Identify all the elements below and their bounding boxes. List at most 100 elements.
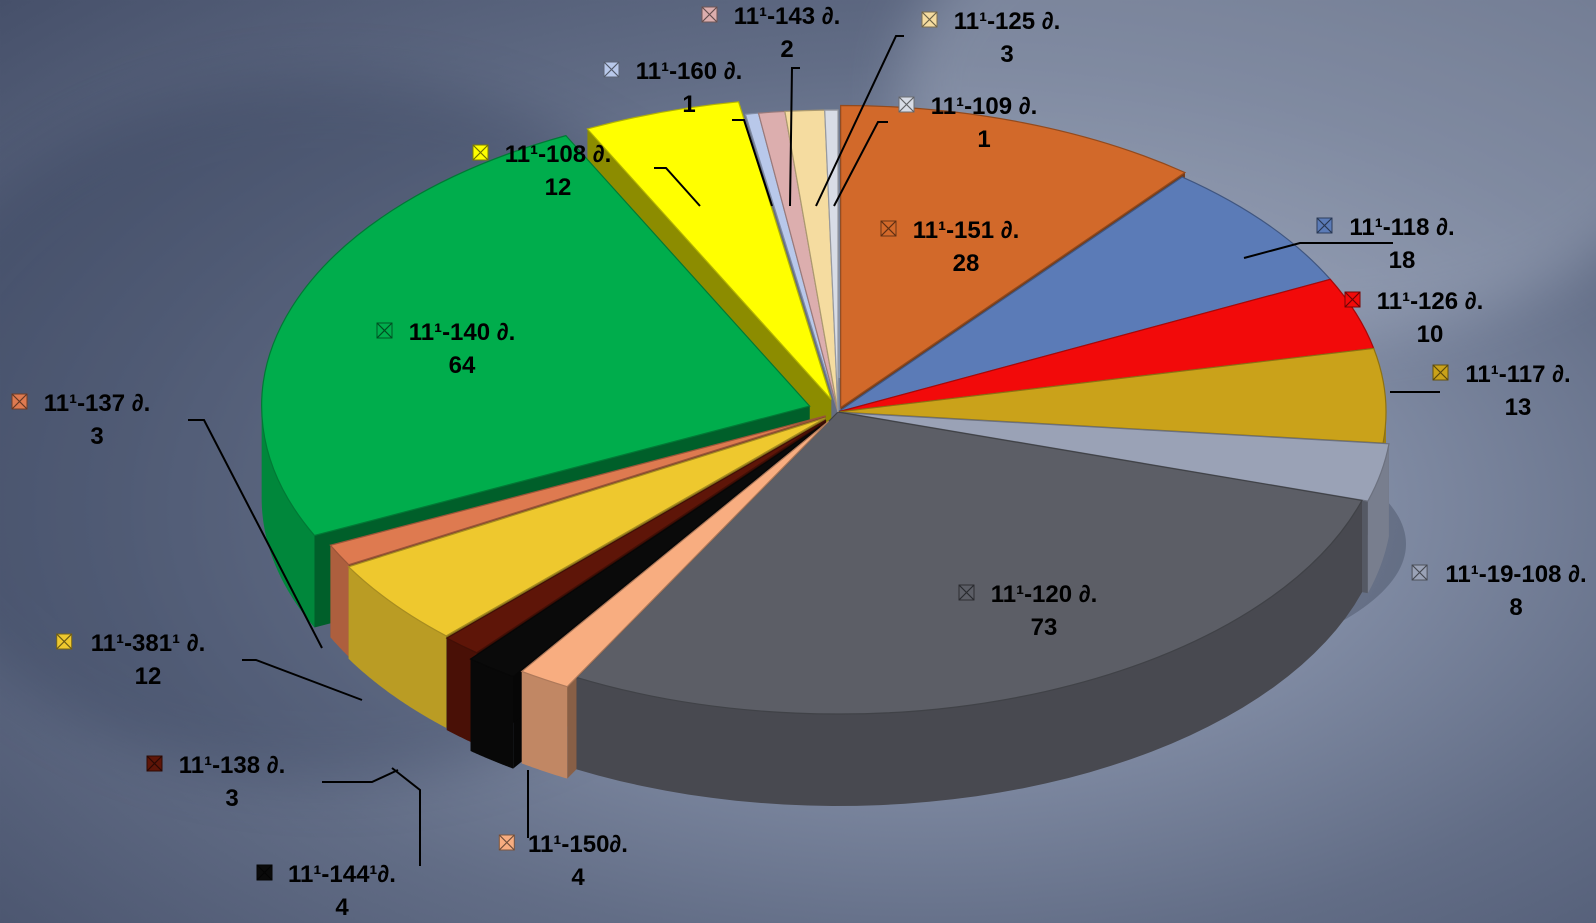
slice-rim <box>330 545 349 657</box>
slice-label-name: 11¹-140 ∂. <box>409 319 516 346</box>
leader-line <box>815 35 904 207</box>
legend-key-bevel <box>146 755 163 772</box>
slice-label: 11¹-381¹ ∂. 12 <box>56 630 206 690</box>
pie-slice <box>837 347 1387 444</box>
leader-line <box>188 419 323 649</box>
pie-slice <box>329 415 826 566</box>
slice-label-name: 11¹-381¹ ∂. <box>91 630 206 657</box>
slice-label-name: 11¹-138 ∂. <box>179 752 286 779</box>
legend-key-bevel <box>256 864 273 881</box>
leader-line <box>391 767 421 866</box>
slice-label: 11¹-120 ∂. 73 <box>958 581 1098 641</box>
slice-label: 11¹-140 ∂. 64 <box>376 319 516 379</box>
legend-key-bevel <box>898 96 915 113</box>
slice-label-value: 2 <box>780 36 793 63</box>
slice-label: 11¹-138 ∂. 3 <box>146 752 286 812</box>
pie-slice <box>445 419 827 654</box>
slice-label-name: 11¹-160 ∂. <box>636 58 743 85</box>
slice-label-name: 11¹-151 ∂. <box>913 217 1020 244</box>
leader-line <box>789 67 800 207</box>
slice-label-value: 4 <box>335 894 349 921</box>
slice-label: 11¹-143 ∂. 2 <box>701 3 841 63</box>
slice-label-name: 11¹-144¹∂. <box>288 861 396 888</box>
slice-label-value: 3 <box>225 785 238 812</box>
slice-rim <box>348 566 447 728</box>
slice-label: 11¹-19-108 ∂. 8 <box>1411 561 1587 621</box>
slice-label-value: 3 <box>1000 41 1013 68</box>
pie-slice <box>575 411 1363 715</box>
slice-rim <box>576 500 1362 806</box>
leader-line <box>732 119 773 207</box>
pie-slice <box>586 101 832 400</box>
pie-slice <box>261 134 811 537</box>
slice-label: 11¹-118 ∂. 18 <box>1316 214 1455 274</box>
slice-label: 11¹-150∂. 4 <box>498 831 628 891</box>
pie-slice <box>840 104 1187 409</box>
legend-key-bevel <box>921 11 938 28</box>
slice-label: 11¹-151 ∂. 28 <box>880 217 1020 277</box>
leader-line <box>242 659 363 701</box>
slice-rim <box>470 659 514 769</box>
slice-rim <box>446 638 477 745</box>
leader-line <box>654 167 701 207</box>
slice-rim <box>261 406 315 628</box>
leader-line <box>833 121 888 207</box>
legend-key-bevel <box>56 633 73 650</box>
slice-label-value: 1 <box>682 91 695 118</box>
slice-label-name: 11¹-109 ∂. <box>931 93 1038 120</box>
legend-key-bevel <box>11 393 28 410</box>
leader-line <box>322 769 399 783</box>
slice-label: 11¹-126 ∂. 10 <box>1344 288 1484 348</box>
pie-slice <box>824 109 839 413</box>
slice-label-name: 11¹-108 ∂. <box>505 141 612 168</box>
legend-key-bevel <box>880 220 897 237</box>
slice-label-name: 11¹-117 ∂. <box>1465 361 1570 388</box>
slice-label-name: 11¹-150∂. <box>528 831 628 858</box>
slice-label-name: 11¹-137 ∂. <box>44 390 151 417</box>
slice-label-value: 12 <box>545 174 572 201</box>
slice-label-name: 11¹-126 ∂. <box>1377 288 1484 315</box>
slice-label: 11¹-160 ∂. 1 <box>603 58 743 118</box>
slice-label-value: 64 <box>449 352 476 379</box>
slice-label-value: 28 <box>953 250 980 277</box>
slice-label-name: 11¹-19-108 ∂. <box>1445 561 1586 588</box>
slice-label-value: 12 <box>135 663 162 690</box>
legend-key-bevel <box>376 322 393 339</box>
slice-label-value: 13 <box>1505 394 1532 421</box>
slice-label-name: 11¹-143 ∂. <box>734 3 841 30</box>
legend-key-bevel <box>472 144 489 161</box>
pie-slice <box>469 425 821 678</box>
pie-slice <box>520 420 830 688</box>
pie-slice <box>843 412 1390 502</box>
legend-key-bevel <box>1411 564 1428 581</box>
slice-label-value: 18 <box>1389 247 1416 274</box>
slice-label-name: 11¹-120 ∂. <box>991 581 1098 608</box>
leader-line <box>1243 242 1393 259</box>
slice-rim <box>521 671 568 779</box>
legend-key-bevel <box>603 61 620 78</box>
slice-label-value: 73 <box>1031 614 1058 641</box>
legend-key-bevel <box>701 6 718 23</box>
slice-label-value: 8 <box>1509 594 1522 621</box>
slice-rim <box>1367 443 1389 594</box>
legend-key-bevel <box>498 834 515 851</box>
slice-label-name: 11¹-125 ∂. <box>954 8 1061 35</box>
pie-slice <box>837 176 1332 413</box>
legend-key-bevel <box>958 584 975 601</box>
legend-key-bevel <box>1432 364 1449 381</box>
slice-label-name: 11¹-118 ∂. <box>1349 214 1454 241</box>
slice-label: 11¹-109 ∂. 1 <box>898 93 1038 153</box>
slice-label: 11¹-117 ∂. 13 <box>1432 361 1571 421</box>
slice-label-value: 4 <box>571 864 585 891</box>
slice-label: 11¹-125 ∂. 3 <box>921 8 1061 68</box>
pie-slice <box>347 417 826 637</box>
slice-label: 11¹-108 ∂. 12 <box>472 141 612 201</box>
slice-label: 11¹-144¹∂. 4 <box>256 861 396 921</box>
legend-key-bevel <box>1344 291 1361 308</box>
slice-label-value: 10 <box>1417 321 1444 348</box>
slice-label-value: 3 <box>90 423 103 450</box>
slice-label: 11¹-137 ∂. 3 <box>11 390 151 450</box>
legend-key-bevel <box>1316 217 1333 234</box>
slice-label-value: 1 <box>977 126 990 153</box>
